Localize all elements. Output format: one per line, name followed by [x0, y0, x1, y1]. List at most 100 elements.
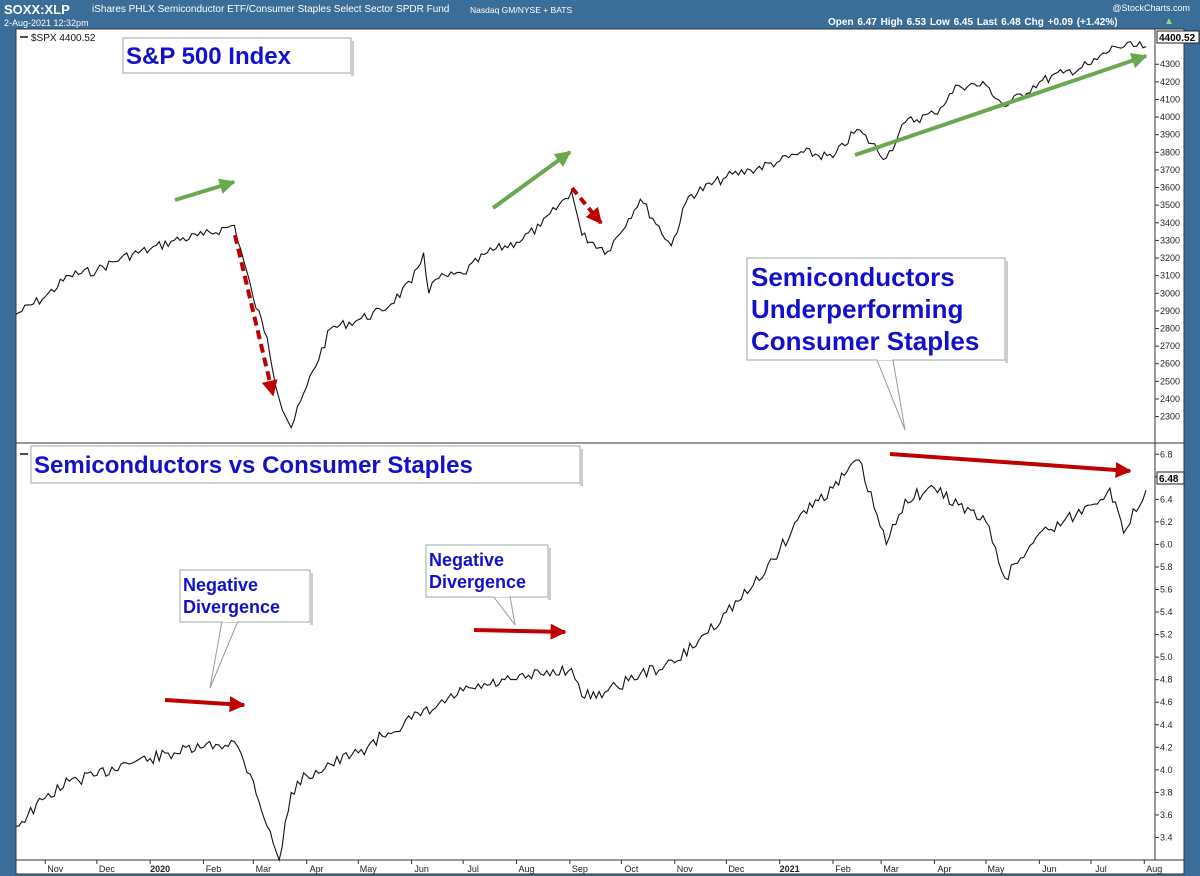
ratio-y-tick-label: 6.0 — [1160, 539, 1173, 549]
ratio-y-tick-label: 5.4 — [1160, 607, 1173, 617]
spx-y-tick-label: 3000 — [1160, 288, 1180, 298]
spx-y-tick-label: 2800 — [1160, 323, 1180, 333]
spx-y-tick-label: 4100 — [1160, 94, 1180, 104]
x-tick-label: Mar — [883, 864, 899, 874]
spx-y-tick-label: 3800 — [1160, 147, 1180, 157]
x-tick-label: Dec — [99, 864, 116, 874]
bottom-panel — [15, 442, 1156, 861]
svg-text:Underperforming: Underperforming — [751, 294, 963, 324]
ratio-y-tick-label: 4.8 — [1160, 675, 1173, 685]
svg-text:S&P 500 Index: S&P 500 Index — [126, 43, 292, 70]
x-tick-label: Sep — [572, 864, 588, 874]
spx-y-tick-label: 2600 — [1160, 359, 1180, 369]
x-tick-label: Feb — [835, 864, 851, 874]
svg-text:Negative: Negative — [429, 550, 504, 570]
spx-y-tick-label: 3500 — [1160, 200, 1180, 210]
svg-text:Divergence: Divergence — [429, 572, 526, 592]
svg-text:4400.52: 4400.52 — [1159, 33, 1196, 44]
x-tick-label: May — [988, 864, 1006, 874]
x-tick-label: Feb — [206, 864, 222, 874]
spx-series-line — [15, 40, 1147, 430]
spx-legend: $SPX 4400.52 — [20, 33, 96, 44]
x-axis: Nov Dec 2020 Feb Mar Apr May Jun Jul Aug Sep Oct Nov… — [44, 860, 1162, 874]
green-arrow-1 — [174, 178, 236, 202]
spx-y-tick-label: 3300 — [1160, 235, 1180, 245]
ratio-y-tick-label: 4.2 — [1160, 742, 1173, 752]
red-dashed-arrow-2 — [570, 186, 603, 225]
svg-text:Consumer Staples: Consumer Staples — [751, 326, 979, 356]
spx-y-tick-label: 3700 — [1160, 165, 1180, 175]
spx-y-tick-label: 4000 — [1160, 112, 1180, 122]
ratio-y-tick-label: 6.4 — [1160, 494, 1173, 504]
underperforming-callout: Semiconductors Underperforming Consumer … — [746, 257, 1008, 431]
ratio-y-tick-label: 3.8 — [1160, 787, 1173, 797]
ratio-y-tick-label: 4.4 — [1160, 720, 1173, 730]
ratio-y-tick-label: 5.2 — [1160, 630, 1173, 640]
x-tick-label: Apr — [937, 864, 951, 874]
spx-y-tick-label: 2500 — [1160, 376, 1180, 386]
x-tick-label: Apr — [310, 864, 324, 874]
spx-y-tick-label: 2900 — [1160, 306, 1180, 316]
ratio-y-tick-label: 3.6 — [1160, 810, 1173, 820]
top-y-axis: 2300 2400 2500 2600 2700 2800 2900 3000 3100 3200… — [1155, 59, 1180, 422]
svg-text:$SPX 4400.52: $SPX 4400.52 — [31, 33, 96, 44]
x-tick-label: 2020 — [150, 864, 170, 874]
chg-up-icon: ▲ — [1164, 16, 1174, 27]
x-tick-label: Mar — [256, 864, 272, 874]
x-tick-label: May — [360, 864, 378, 874]
svg-text:Negative: Negative — [183, 575, 258, 595]
green-arrow-2 — [491, 150, 572, 210]
x-tick-label: Oct — [624, 864, 639, 874]
ratio-title-box: Semiconductors vs Consumer Staples — [30, 445, 583, 486]
header-timestamp: 2-Aug-2021 12:32pm — [4, 18, 89, 28]
header-description: iShares PHLX Semiconductor ETF/Consumer … — [92, 4, 450, 15]
spx-last-value-tag: 4400.52 — [1156, 30, 1200, 44]
spx-y-tick-label: 3400 — [1160, 218, 1180, 228]
header-exchange: Nasdaq GM/NYSE + BATS — [470, 5, 573, 15]
spx-y-tick-label: 2700 — [1160, 341, 1180, 351]
red-arrow-divergence-1 — [164, 696, 246, 713]
spx-y-tick-label: 3100 — [1160, 271, 1180, 281]
negative-divergence-callout-2: Negative Divergence — [425, 544, 551, 626]
spx-y-tick-label: 4300 — [1160, 59, 1180, 69]
ratio-y-tick-label: 6.2 — [1160, 517, 1173, 527]
spx-title-box: S&P 500 Index — [122, 37, 354, 76]
x-tick-label: Jul — [467, 864, 479, 874]
x-tick-label: Jun — [1042, 864, 1057, 874]
svg-text:6.48: 6.48 — [1159, 474, 1179, 485]
red-arrow-divergence-2 — [473, 623, 567, 640]
ratio-y-tick-label: 4.6 — [1160, 697, 1173, 707]
x-axis-strip — [15, 859, 1185, 875]
green-arrow-3 — [854, 53, 1148, 157]
ratio-last-value-tag: 6.48 — [1156, 471, 1185, 485]
ratio-y-tick-label: 6.8 — [1160, 449, 1173, 459]
bottom-y-axis: 3.4 3.6 3.8 4.0 4.2 4.4 4.6 4.8 5.0 5.2 5.4 5.6 5.8 6… — [1155, 449, 1173, 842]
ratio-y-tick-label: 5.8 — [1160, 562, 1173, 572]
header-symbol: SOXX:XLP — [4, 2, 70, 17]
x-tick-label: Nov — [47, 864, 64, 874]
spx-y-tick-label: 3200 — [1160, 253, 1180, 263]
x-tick-label: Dec — [728, 864, 745, 874]
x-tick-label: Aug — [1146, 864, 1162, 874]
ohlc-readout: Open 6.47 High 6.53 Low 6.45 Last 6.48 C… — [828, 17, 1118, 28]
svg-text:Semiconductors vs Consumer Sta: Semiconductors vs Consumer Staples — [34, 452, 473, 479]
ratio-series-line — [15, 459, 1147, 862]
top-axis-strip — [1154, 28, 1185, 444]
svg-text:Semiconductors: Semiconductors — [751, 262, 955, 292]
spx-y-tick-label: 2300 — [1160, 412, 1180, 422]
negative-divergence-callout-1: Negative Divergence — [179, 569, 313, 689]
ratio-y-tick-label: 5.0 — [1160, 652, 1173, 662]
x-tick-label: 2021 — [780, 864, 800, 874]
red-arrow-divergence-3 — [889, 452, 1132, 478]
spx-y-tick-label: 4200 — [1160, 77, 1180, 87]
spx-y-tick-label: 3600 — [1160, 183, 1180, 193]
x-tick-label: Aug — [518, 864, 534, 874]
x-tick-label: Jul — [1095, 864, 1107, 874]
spx-y-tick-label: 2400 — [1160, 394, 1180, 404]
spx-y-tick-label: 3900 — [1160, 130, 1180, 140]
ratio-y-tick-label: 4.0 — [1160, 765, 1173, 775]
ratio-y-tick-label: 5.6 — [1160, 585, 1173, 595]
brand-label[interactable]: @StockCharts.com — [1112, 3, 1190, 13]
